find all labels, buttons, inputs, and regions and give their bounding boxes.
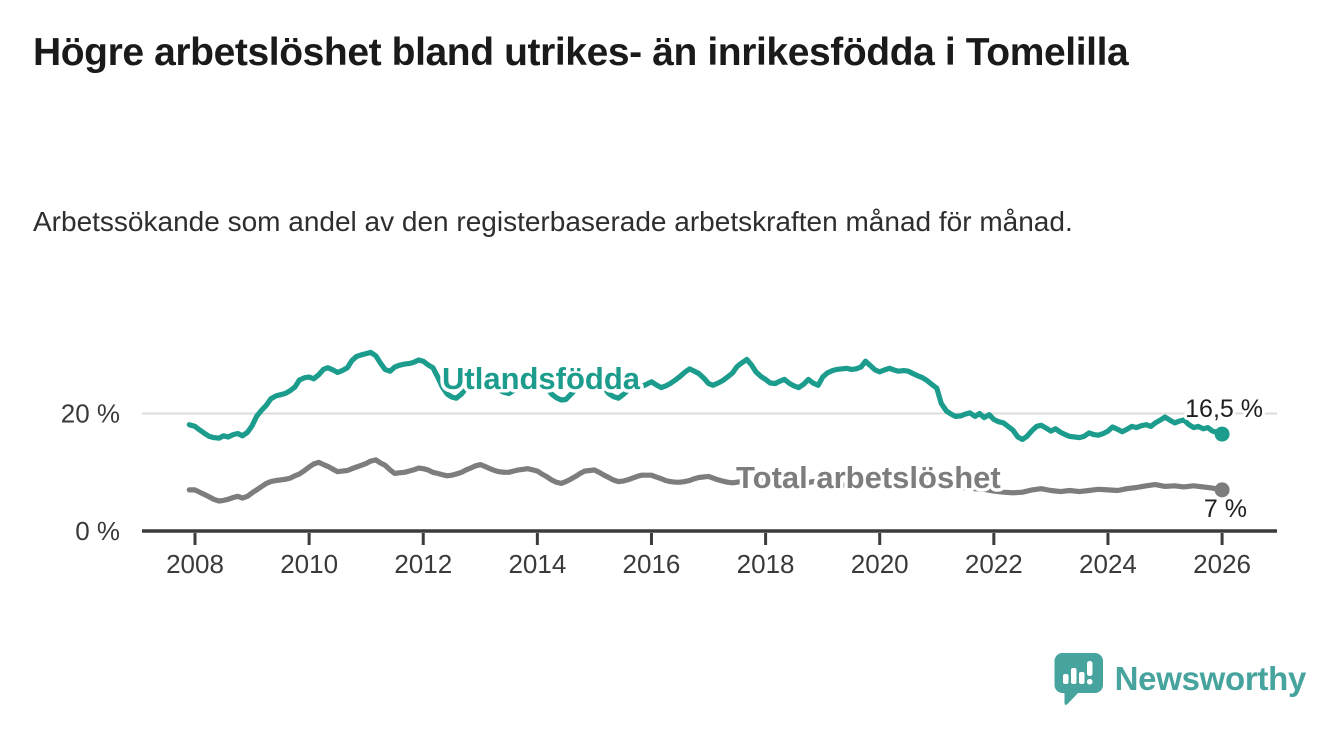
x-tick-label-2010: 2010 — [280, 549, 338, 579]
end-value-annotation-total: 7 % — [1204, 495, 1247, 523]
series-line-utlandsfodda — [186, 349, 1225, 442]
page-subtitle: Arbetssökande som andel av den registerb… — [33, 206, 1073, 237]
x-tick-label-2008: 2008 — [166, 549, 224, 579]
brand-name: Newsworthy — [1114, 660, 1307, 697]
end-value-annotation-utlandsfodda: 16,5 % — [1185, 395, 1263, 423]
x-tick-label-2022: 2022 — [965, 549, 1023, 579]
series-label-utlandsfodda: Utlandsfödda — [442, 361, 641, 396]
y-tick-label-0: 0 % — [75, 516, 120, 546]
x-tick-label-2026: 2026 — [1193, 549, 1251, 579]
series-line-total — [186, 457, 1225, 504]
series-end-dot-total — [1214, 482, 1230, 498]
page-title: Högre arbetslöshet bland utrikes- än inr… — [33, 31, 1129, 74]
series-label-total: Total arbetslöshet — [736, 460, 1001, 495]
x-tick-label-2024: 2024 — [1079, 549, 1137, 579]
logo-bar-2 — [1070, 668, 1077, 684]
speech-bubble-shape — [1054, 653, 1103, 705]
logo-bar-3 — [1078, 672, 1085, 684]
brand-footer: Newsworthy — [1053, 652, 1306, 706]
logo-exclamation-bar — [1086, 661, 1093, 676]
logo-bar-1 — [1062, 674, 1069, 684]
x-tick-label-2018: 2018 — [737, 549, 795, 579]
logo-exclamation-dot — [1086, 679, 1093, 685]
x-tick-label-2020: 2020 — [851, 549, 909, 579]
x-tick-label-2016: 2016 — [623, 549, 681, 579]
x-tick-label-2012: 2012 — [394, 549, 452, 579]
series-end-dot-utlandsfodda — [1214, 426, 1230, 442]
newsworthy-logo-icon — [1054, 653, 1103, 705]
x-tick-label-2014: 2014 — [508, 549, 566, 579]
y-tick-label-20: 20 % — [61, 399, 120, 429]
